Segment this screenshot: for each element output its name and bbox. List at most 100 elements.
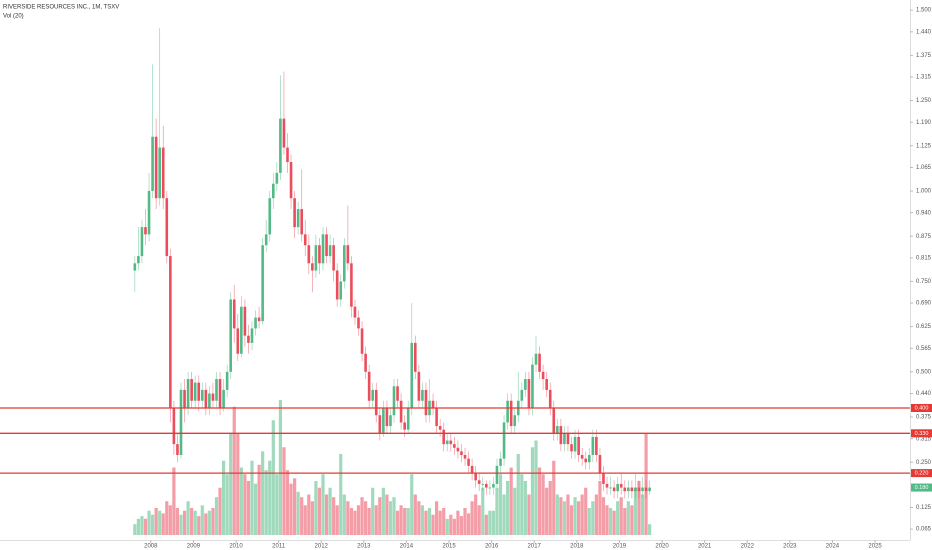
candle-body: [367, 371, 371, 401]
x-tick-label: 2012: [315, 544, 329, 550]
candle-body: [619, 483, 623, 488]
x-tick-label: 2015: [442, 544, 456, 550]
candle-body: [403, 422, 406, 430]
candle-body: [364, 353, 367, 372]
candle-body: [435, 407, 438, 427]
volume-bar: [246, 481, 251, 535]
volume-bar: [591, 501, 595, 535]
candle-body: [154, 136, 158, 199]
volume-bar: [559, 497, 563, 535]
candle-body: [382, 407, 385, 434]
candle-body: [538, 353, 541, 372]
candle-body: [307, 245, 311, 264]
candle-body: [279, 118, 282, 173]
candle-body: [147, 190, 151, 235]
candle-body: [460, 451, 463, 456]
candle-body: [563, 433, 566, 445]
x-tick-label: 2019: [613, 544, 627, 550]
volume-bar: [317, 487, 322, 535]
candle-body: [406, 407, 410, 430]
volume-bar: [342, 494, 346, 535]
candle-body: [176, 444, 179, 456]
candle-body: [566, 433, 570, 445]
volume-bar: [506, 481, 510, 535]
volume-bar: [406, 508, 410, 535]
volume-bar: [456, 510, 460, 535]
volume-bar: [626, 501, 630, 535]
level-tag: [911, 469, 932, 478]
volume-bar: [335, 505, 339, 535]
y-tick-label: 0.065: [916, 527, 932, 533]
candle-body: [577, 436, 580, 456]
volume-bar: [200, 505, 204, 535]
candle-body: [183, 389, 186, 408]
candle-body: [186, 379, 190, 408]
volume-bar: [410, 474, 414, 535]
volume-bar: [523, 481, 527, 535]
candle-body: [463, 455, 467, 459]
y-tick-label: 0.250: [916, 460, 932, 466]
candle-body: [552, 407, 556, 434]
volume-bar: [427, 508, 432, 535]
volume-bar: [424, 510, 428, 535]
candle-body: [527, 379, 531, 408]
candle-body: [556, 426, 559, 434]
volume-bar: [381, 487, 385, 535]
volume-bar: [623, 508, 627, 535]
candle-body: [318, 245, 321, 264]
volume-bar: [569, 505, 574, 535]
volume-bar: [648, 524, 652, 535]
candle-body: [257, 317, 261, 322]
volume-bar: [608, 508, 613, 535]
candle-body: [264, 234, 268, 246]
volume-bar: [552, 460, 556, 535]
candle-body: [598, 455, 602, 474]
candle-body: [321, 234, 325, 264]
x-tick-label: 2020: [655, 544, 669, 550]
volume-bar: [179, 514, 183, 535]
volume-bar: [197, 516, 201, 535]
candle-body: [261, 245, 264, 322]
volume-bar: [271, 420, 275, 535]
candle-body: [637, 487, 641, 492]
volume-bar: [452, 518, 456, 535]
candle-body: [499, 458, 502, 466]
volume-bar: [534, 440, 538, 535]
candle-body: [225, 371, 229, 390]
volume-bar: [509, 467, 513, 535]
level-label: 0.330: [915, 431, 929, 437]
volume-bar: [221, 460, 226, 535]
candle-body: [254, 317, 257, 329]
x-tick-label: 2024: [826, 544, 840, 550]
volume-bar: [484, 514, 488, 535]
volume-bar: [616, 501, 620, 535]
y-tick-label: 0.315: [916, 436, 932, 442]
candle-body: [513, 415, 517, 427]
candle-body: [190, 379, 193, 401]
candle-body: [509, 400, 513, 427]
y-tick-label: 1.375: [916, 53, 932, 59]
y-tick-label: 0.940: [916, 210, 932, 216]
volume-bar: [310, 501, 314, 535]
candle-body: [595, 436, 598, 456]
volume-bar: [555, 494, 559, 535]
candle-body: [353, 306, 357, 318]
candle-body: [467, 458, 470, 466]
candle-body: [453, 444, 456, 448]
candle-body: [392, 386, 396, 416]
volume-bar: [296, 491, 300, 535]
candle-body: [271, 183, 275, 199]
candle-body: [314, 245, 318, 271]
candle-body: [559, 426, 563, 445]
candle-body: [328, 245, 332, 257]
candle-body: [410, 342, 414, 408]
candle-body: [243, 306, 247, 336]
candle-body: [644, 487, 648, 492]
candle-body: [151, 136, 154, 191]
volume-bar: [264, 470, 268, 535]
candle-body: [449, 440, 453, 445]
candle-body: [236, 328, 240, 354]
candle-body: [158, 147, 161, 199]
candle-body: [389, 415, 392, 427]
